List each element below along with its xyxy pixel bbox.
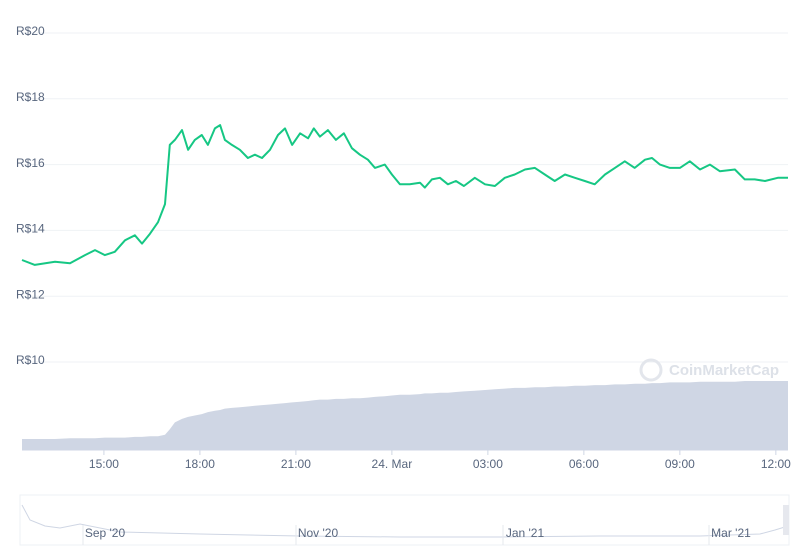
- y-tick-label: R$14: [16, 222, 45, 236]
- watermark: CoinMarketCap: [639, 358, 779, 382]
- navigator-label: Nov '20: [298, 526, 339, 540]
- y-tick-label: R$16: [16, 156, 45, 170]
- x-tick-label: 03:00: [473, 457, 503, 471]
- x-tick-label: 15:00: [89, 457, 119, 471]
- watermark-text: CoinMarketCap: [669, 362, 779, 379]
- x-tick-label: 24. Mar: [372, 457, 413, 471]
- x-tick-label: 06:00: [569, 457, 599, 471]
- y-tick-label: R$10: [16, 353, 45, 367]
- x-tick-label: 21:00: [281, 457, 311, 471]
- x-tick-label: 12:00: [761, 457, 791, 471]
- navigator-label: Sep '20: [85, 526, 126, 540]
- price-line: [21, 124, 788, 266]
- navigator-handle[interactable]: [783, 505, 789, 535]
- y-tick-label: R$18: [16, 90, 45, 104]
- navigator-label: Mar '21: [711, 526, 751, 540]
- watermark-logo: [639, 358, 663, 382]
- x-tick-label: 18:00: [185, 457, 215, 471]
- navigator-line: [21, 504, 789, 538]
- volume-area: [22, 381, 788, 450]
- y-tick-label: R$20: [16, 24, 45, 38]
- navigator-label: Jan '21: [506, 526, 545, 540]
- x-tick-label: 09:00: [665, 457, 695, 471]
- y-tick-label: R$12: [16, 287, 45, 301]
- navigator: [19, 494, 790, 546]
